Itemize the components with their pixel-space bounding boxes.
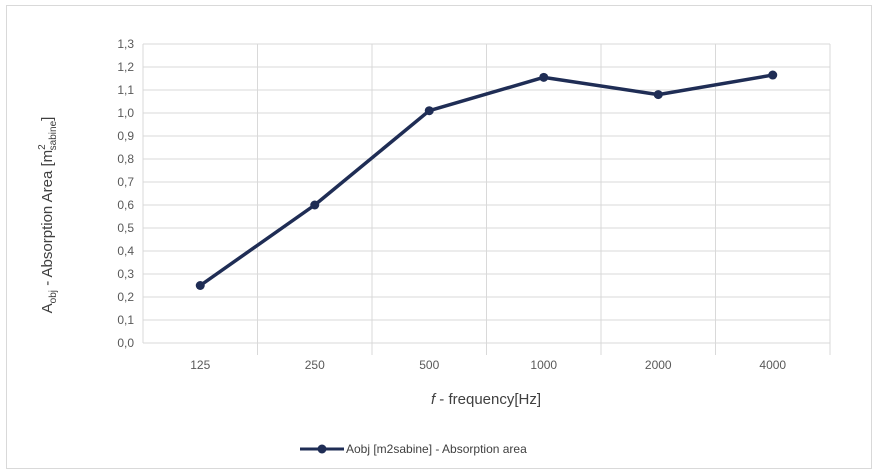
y-tick-label: 1,2 [117, 60, 134, 74]
x-tick-label: 500 [419, 358, 439, 372]
y-tick-label: 0,5 [117, 221, 134, 235]
data-point [310, 200, 320, 210]
y-tick-label: 1,0 [117, 106, 134, 120]
y-tick-label: 0,9 [117, 129, 134, 143]
y-tick-label: 0,6 [117, 198, 134, 212]
y-tick-labels: 0,0 0,1 0,2 0,3 0,4 0,5 0,6 0,7 0,8 0,9 1,0 1,1 1,2 1… [117, 37, 134, 350]
y-tick-label: 1,3 [117, 37, 134, 51]
data-point [768, 70, 778, 80]
data-point [539, 72, 549, 82]
series-layer [195, 70, 778, 290]
legend: Aobj [m2sabine] - Absorption area [300, 442, 527, 456]
x-axis-title: f - frequency[Hz] [431, 391, 541, 408]
data-point [653, 90, 663, 100]
y-tick-label: 0,3 [117, 267, 134, 281]
x-tick-label: 1000 [530, 358, 557, 372]
series-line [198, 73, 775, 288]
y-tick-label: 0,1 [117, 313, 134, 327]
legend-point-marker [317, 444, 327, 454]
x-tick-labels: 125 250 500 1000 2000 4000 [190, 358, 786, 372]
gridlines [142, 43, 831, 355]
y-tick-label: 0,2 [117, 290, 134, 304]
legend-label: Aobj [m2sabine] - Absorption area [346, 442, 527, 456]
y-tick-label: 0,4 [117, 244, 134, 258]
data-point [424, 106, 434, 116]
y-tick-label: 0,8 [117, 152, 134, 166]
y-tick-label: 1,1 [117, 83, 134, 97]
data-point [195, 281, 205, 290]
y-tick-label: 0,0 [117, 336, 134, 350]
x-tick-label: 4000 [759, 358, 786, 372]
y-tick-label: 0,7 [117, 175, 134, 189]
x-tick-label: 250 [305, 358, 325, 372]
y-axis-title: Aobj - Absorption Area [m2sabine] [37, 117, 59, 314]
x-tick-label: 2000 [645, 358, 672, 372]
x-tick-label: 125 [190, 358, 210, 372]
